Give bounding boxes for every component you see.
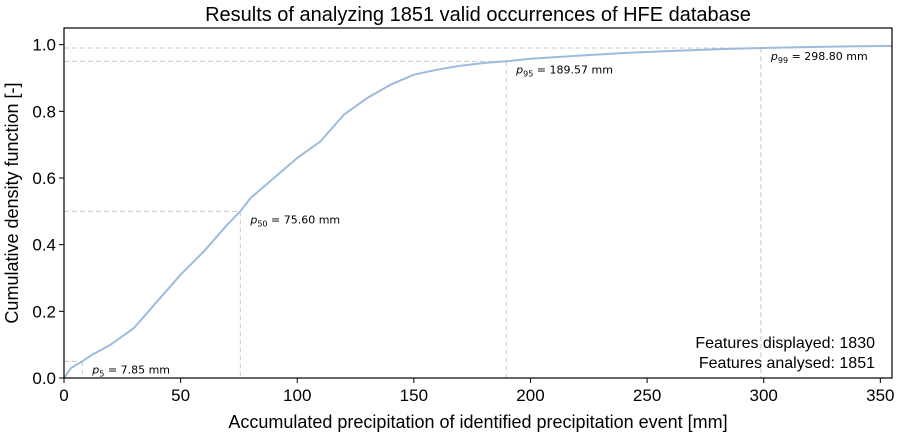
- x-tick-label: 350: [866, 386, 894, 405]
- y-tick-label: 0.6: [32, 169, 56, 188]
- x-axis: 0 50 100 150 200 250 300 350: [59, 378, 895, 405]
- cdf-series-line: [63, 45, 893, 379]
- p50-annotation: p50 = 75.60 mm: [249, 213, 340, 228]
- y-axis-label: Cumulative density function [-]: [2, 82, 22, 323]
- plot-frame: [63, 27, 893, 379]
- features-analysed-label: Features analysed: 1851: [699, 355, 875, 372]
- p5-annotation: p5 = 7.85 mm: [91, 363, 170, 378]
- plot-area: p5 = 7.85 mm p50 = 75.60 mm p95 = 189.57 m…: [63, 45, 893, 379]
- x-tick-label: 300: [750, 386, 778, 405]
- x-tick-label: 100: [283, 386, 311, 405]
- x-tick-label: 200: [516, 386, 544, 405]
- p99-annotation: p99 = 298.80 mm: [770, 50, 868, 65]
- y-tick-label: 0.4: [32, 236, 56, 255]
- y-tick-label: 0.2: [32, 302, 56, 321]
- features-displayed-label: Features displayed: 1830: [695, 335, 875, 352]
- x-tick-label: 250: [633, 386, 661, 405]
- x-axis-label: Accumulated precipitation of identified …: [228, 412, 727, 432]
- y-tick-label: 0.8: [32, 102, 56, 121]
- x-tick-label: 0: [59, 386, 68, 405]
- p95-annotation: p95 = 189.57 mm: [515, 63, 613, 78]
- y-tick-label: 1.0: [32, 36, 56, 55]
- x-tick-label: 150: [400, 386, 428, 405]
- chart-title: Results of analyzing 1851 valid occurren…: [205, 4, 751, 26]
- x-tick-label: 50: [171, 386, 190, 405]
- y-axis: 0.0 0.2 0.4 0.6 0.8 1.0: [32, 36, 64, 388]
- y-tick-label: 0.0: [32, 369, 56, 388]
